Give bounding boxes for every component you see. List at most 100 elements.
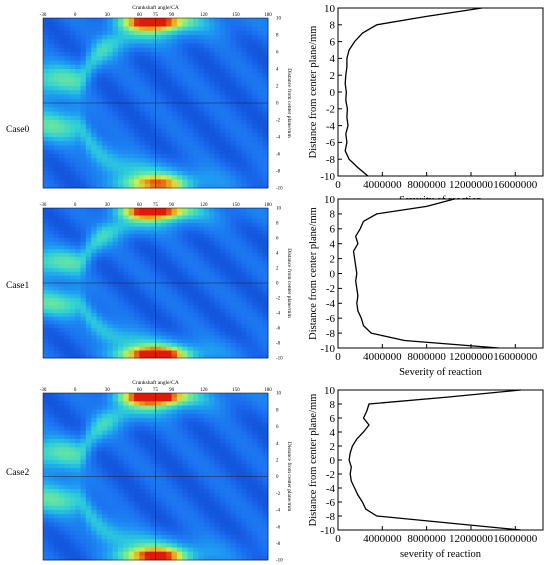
heatmap-cell — [139, 264, 146, 269]
heatmap-cell — [64, 94, 71, 100]
heatmap-cell — [166, 211, 172, 216]
heatmap-cell — [219, 555, 226, 561]
heatmap-cell — [160, 463, 167, 469]
heatmap-cell — [128, 162, 135, 168]
heatmap-cell — [53, 346, 60, 351]
heatmap-cell — [85, 343, 92, 348]
heatmap-cell — [91, 316, 97, 321]
heatmap-cell — [96, 305, 103, 310]
heatmap-cell — [59, 47, 65, 53]
heatmap-cell — [139, 149, 146, 155]
heatmap-cell — [150, 534, 156, 540]
heatmap-cell — [251, 290, 258, 295]
heatmap-cell — [241, 158, 247, 163]
heatmap-cell — [209, 335, 215, 340]
heatmap-cell — [198, 86, 205, 91]
heatmap-cell — [214, 230, 221, 235]
heatmap-cell — [182, 238, 189, 243]
heatmap-cell — [107, 459, 114, 465]
heatmap-cell — [150, 547, 156, 553]
heatmap-cell — [193, 551, 199, 557]
heatmap-cell — [171, 505, 178, 511]
heatmap-cell — [118, 443, 124, 448]
heatmap-cell — [59, 166, 65, 172]
heatmap-cell — [101, 493, 108, 498]
heatmap-cell — [48, 132, 55, 138]
heatmap-cell — [257, 298, 264, 303]
heatmap-cell — [123, 64, 130, 70]
heatmap-cell — [182, 422, 189, 427]
heatmap-cell — [123, 234, 130, 239]
heatmap-cell — [176, 393, 183, 398]
heatmap-cell — [166, 183, 172, 189]
heatmap-cell — [123, 271, 130, 276]
heatmap-cell — [235, 501, 242, 507]
heatmap-cell — [59, 409, 65, 415]
heatmap-cell — [155, 154, 162, 159]
heatmap-cell — [112, 158, 119, 163]
heatmap-cell — [235, 183, 242, 189]
heatmap-cell — [160, 301, 167, 306]
heatmap-cell — [209, 103, 215, 108]
heatmap-cell — [139, 47, 146, 53]
heatmap-cell — [230, 320, 237, 325]
heatmap-cell — [251, 249, 258, 254]
x-tick-label: 180 — [264, 13, 272, 18]
heatmap-cell — [155, 335, 162, 340]
heatmap-cell — [69, 343, 76, 348]
heatmap-cell — [166, 294, 172, 299]
heatmap-cell — [112, 283, 119, 288]
heatmap-cell — [43, 534, 49, 540]
heatmap-cell — [176, 426, 183, 431]
heatmap-cell — [43, 128, 49, 134]
heatmap-cell — [219, 320, 226, 325]
heatmap-cell — [144, 543, 151, 548]
y-tick-label: -4 — [276, 136, 281, 141]
heatmap-cell — [91, 350, 97, 355]
heatmap-cell — [214, 260, 221, 265]
heatmap-cell — [69, 551, 76, 557]
heatmap-cell — [118, 22, 124, 27]
heatmap-cell — [160, 447, 167, 452]
heatmap-cell — [198, 22, 205, 27]
heatmap-cell — [91, 331, 97, 336]
heatmap-cell — [107, 264, 114, 269]
heatmap-cell — [225, 328, 231, 333]
heatmap-cell — [69, 401, 76, 406]
heatmap-cell — [91, 30, 97, 36]
heatmap-cell — [91, 534, 97, 540]
heatmap-cell — [219, 35, 226, 40]
heatmap-cell — [107, 145, 114, 151]
heatmap-cell — [166, 283, 172, 288]
heatmap-cell — [182, 249, 189, 254]
heatmap-cell — [139, 107, 146, 112]
heatmap-cell — [128, 526, 135, 532]
heatmap-cell — [187, 316, 194, 321]
heatmap-cell — [257, 120, 264, 125]
heatmap-cell — [171, 219, 178, 224]
heatmap-cell — [203, 137, 210, 142]
heatmap-cell — [257, 81, 264, 87]
heatmap-cell — [48, 455, 55, 461]
heatmap-cell — [246, 249, 253, 254]
heatmap-cell — [53, 275, 60, 280]
heatmap-cell — [128, 215, 135, 220]
heatmap-cell — [107, 238, 114, 243]
heatmap-cell — [203, 418, 210, 423]
heatmap-cell — [144, 18, 151, 23]
heatmap-cell — [118, 514, 124, 519]
heatmap-cell — [251, 171, 258, 176]
heatmap-cell — [96, 501, 103, 507]
heatmap-cell — [59, 335, 65, 340]
x-tick-label: 60 — [137, 203, 143, 208]
heatmap-cell — [59, 128, 65, 134]
heatmap-cell — [43, 230, 49, 235]
heatmap-cell — [219, 418, 226, 423]
heatmap-cell — [85, 283, 92, 288]
heatmap-cell — [75, 166, 81, 172]
heatmap-cell — [118, 451, 124, 457]
heatmap-cell — [214, 154, 221, 159]
heatmap-cell — [160, 35, 167, 40]
heatmap-cell — [48, 339, 55, 344]
heatmap-cell — [80, 354, 87, 359]
